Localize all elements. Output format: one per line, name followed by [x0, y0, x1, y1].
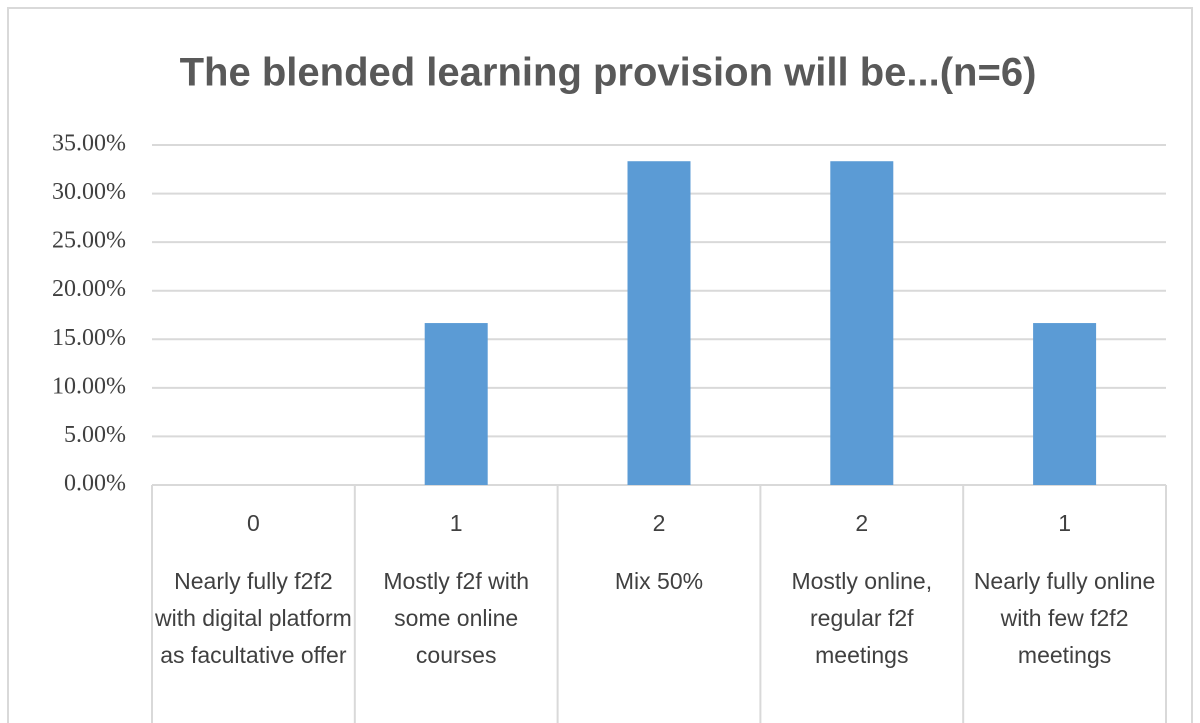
x-tick-label: Nearly fully online with few f2f2 meetin…: [973, 568, 1156, 668]
bar: [830, 161, 894, 486]
y-tick-label: 20.00%: [52, 276, 126, 302]
x-tick-label: Nearly fully f2f2 with digital platform …: [154, 568, 352, 668]
x-tick-label: Mostly online, regular f2f meetings: [791, 568, 933, 668]
chart-title: The blended learning provision will be..…: [180, 51, 1037, 95]
category-count: 1: [1058, 510, 1071, 536]
y-tick-label: 25.00%: [52, 228, 126, 254]
category-count: 2: [855, 510, 868, 536]
bar: [627, 161, 691, 486]
y-tick-label: 30.00%: [52, 179, 126, 205]
category-count: 1: [450, 510, 463, 536]
category-count: 0: [247, 510, 260, 536]
category-count: 2: [653, 510, 666, 536]
bar: [424, 323, 488, 485]
x-tick-label: Mostly f2f with some online courses: [383, 568, 530, 668]
y-tick-label: 10.00%: [52, 373, 126, 399]
chart-frame: [7, 7, 1193, 723]
y-tick-label: 0.00%: [64, 471, 126, 497]
bar: [1033, 323, 1097, 485]
x-tick-label: Mix 50%: [614, 568, 704, 594]
y-tick-label: 35.00%: [52, 131, 126, 157]
y-tick-label: 5.00%: [64, 422, 126, 448]
y-tick-label: 15.00%: [52, 325, 126, 351]
